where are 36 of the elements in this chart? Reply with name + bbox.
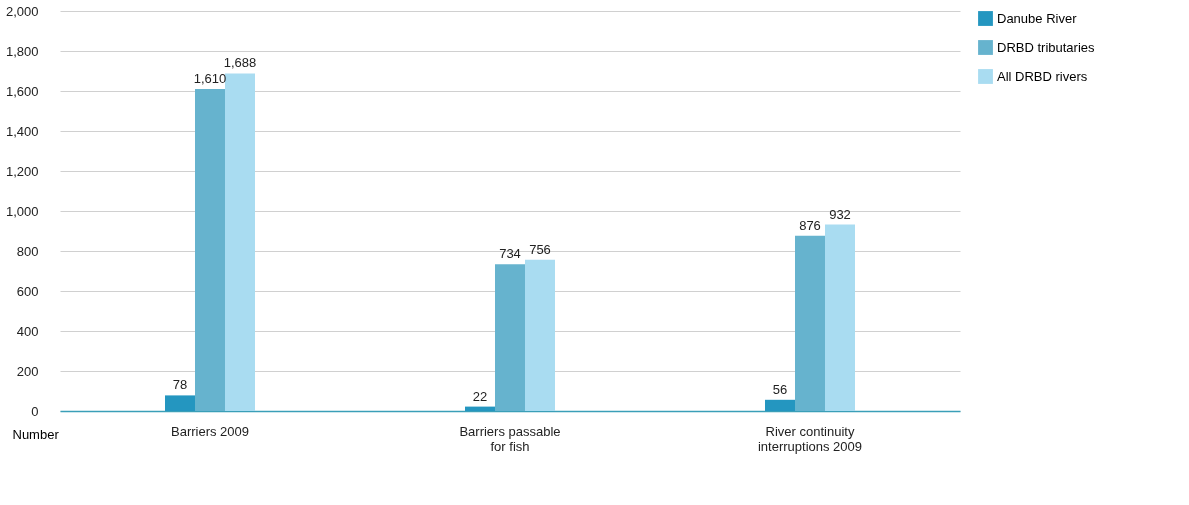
y-tick-label: 1,000 bbox=[5, 203, 39, 219]
y-tick-label: 800 bbox=[16, 243, 39, 259]
bar bbox=[765, 399, 795, 411]
bar bbox=[195, 89, 225, 411]
x-tick-label: Barriers 2009 bbox=[170, 423, 250, 439]
y-tick-label: 200 bbox=[16, 363, 39, 379]
bar bbox=[165, 395, 195, 411]
bar bbox=[495, 264, 525, 411]
data-label: 22 bbox=[472, 388, 488, 404]
data-label: 1,610 bbox=[193, 71, 227, 86]
y-tick-label: 1,600 bbox=[5, 83, 39, 99]
data-label: 1,688 bbox=[223, 55, 257, 71]
bar bbox=[825, 224, 855, 411]
y-tick-label: 1,400 bbox=[5, 123, 39, 139]
legend-label: DRBD tributaries bbox=[997, 39, 1096, 55]
y-tick-label: 400 bbox=[16, 323, 39, 339]
bar bbox=[525, 259, 555, 411]
data-label: 756 bbox=[529, 241, 551, 257]
data-label: 932 bbox=[829, 206, 851, 222]
y-axis-title: Number bbox=[12, 426, 60, 442]
bar bbox=[465, 406, 495, 411]
data-label: 734 bbox=[499, 246, 521, 262]
x-tick-label: River continuity interruptions 2009 bbox=[757, 423, 863, 454]
data-label: 876 bbox=[799, 217, 821, 233]
data-label: 78 bbox=[172, 377, 188, 393]
legend-label: Danube River bbox=[997, 10, 1078, 26]
legend-label: All DRBD rivers bbox=[997, 68, 1088, 84]
y-tick-label: 0 bbox=[31, 403, 39, 419]
bar bbox=[795, 235, 825, 411]
y-tick-label: 1,200 bbox=[5, 163, 39, 179]
data-label: 56 bbox=[772, 381, 788, 397]
y-tick-label: 2,000 bbox=[5, 3, 39, 19]
y-tick-label: 600 bbox=[16, 283, 39, 299]
x-tick-label: Barriers passable for fish bbox=[459, 423, 561, 454]
y-tick-label: 1,800 bbox=[5, 43, 39, 59]
bar bbox=[225, 73, 255, 411]
